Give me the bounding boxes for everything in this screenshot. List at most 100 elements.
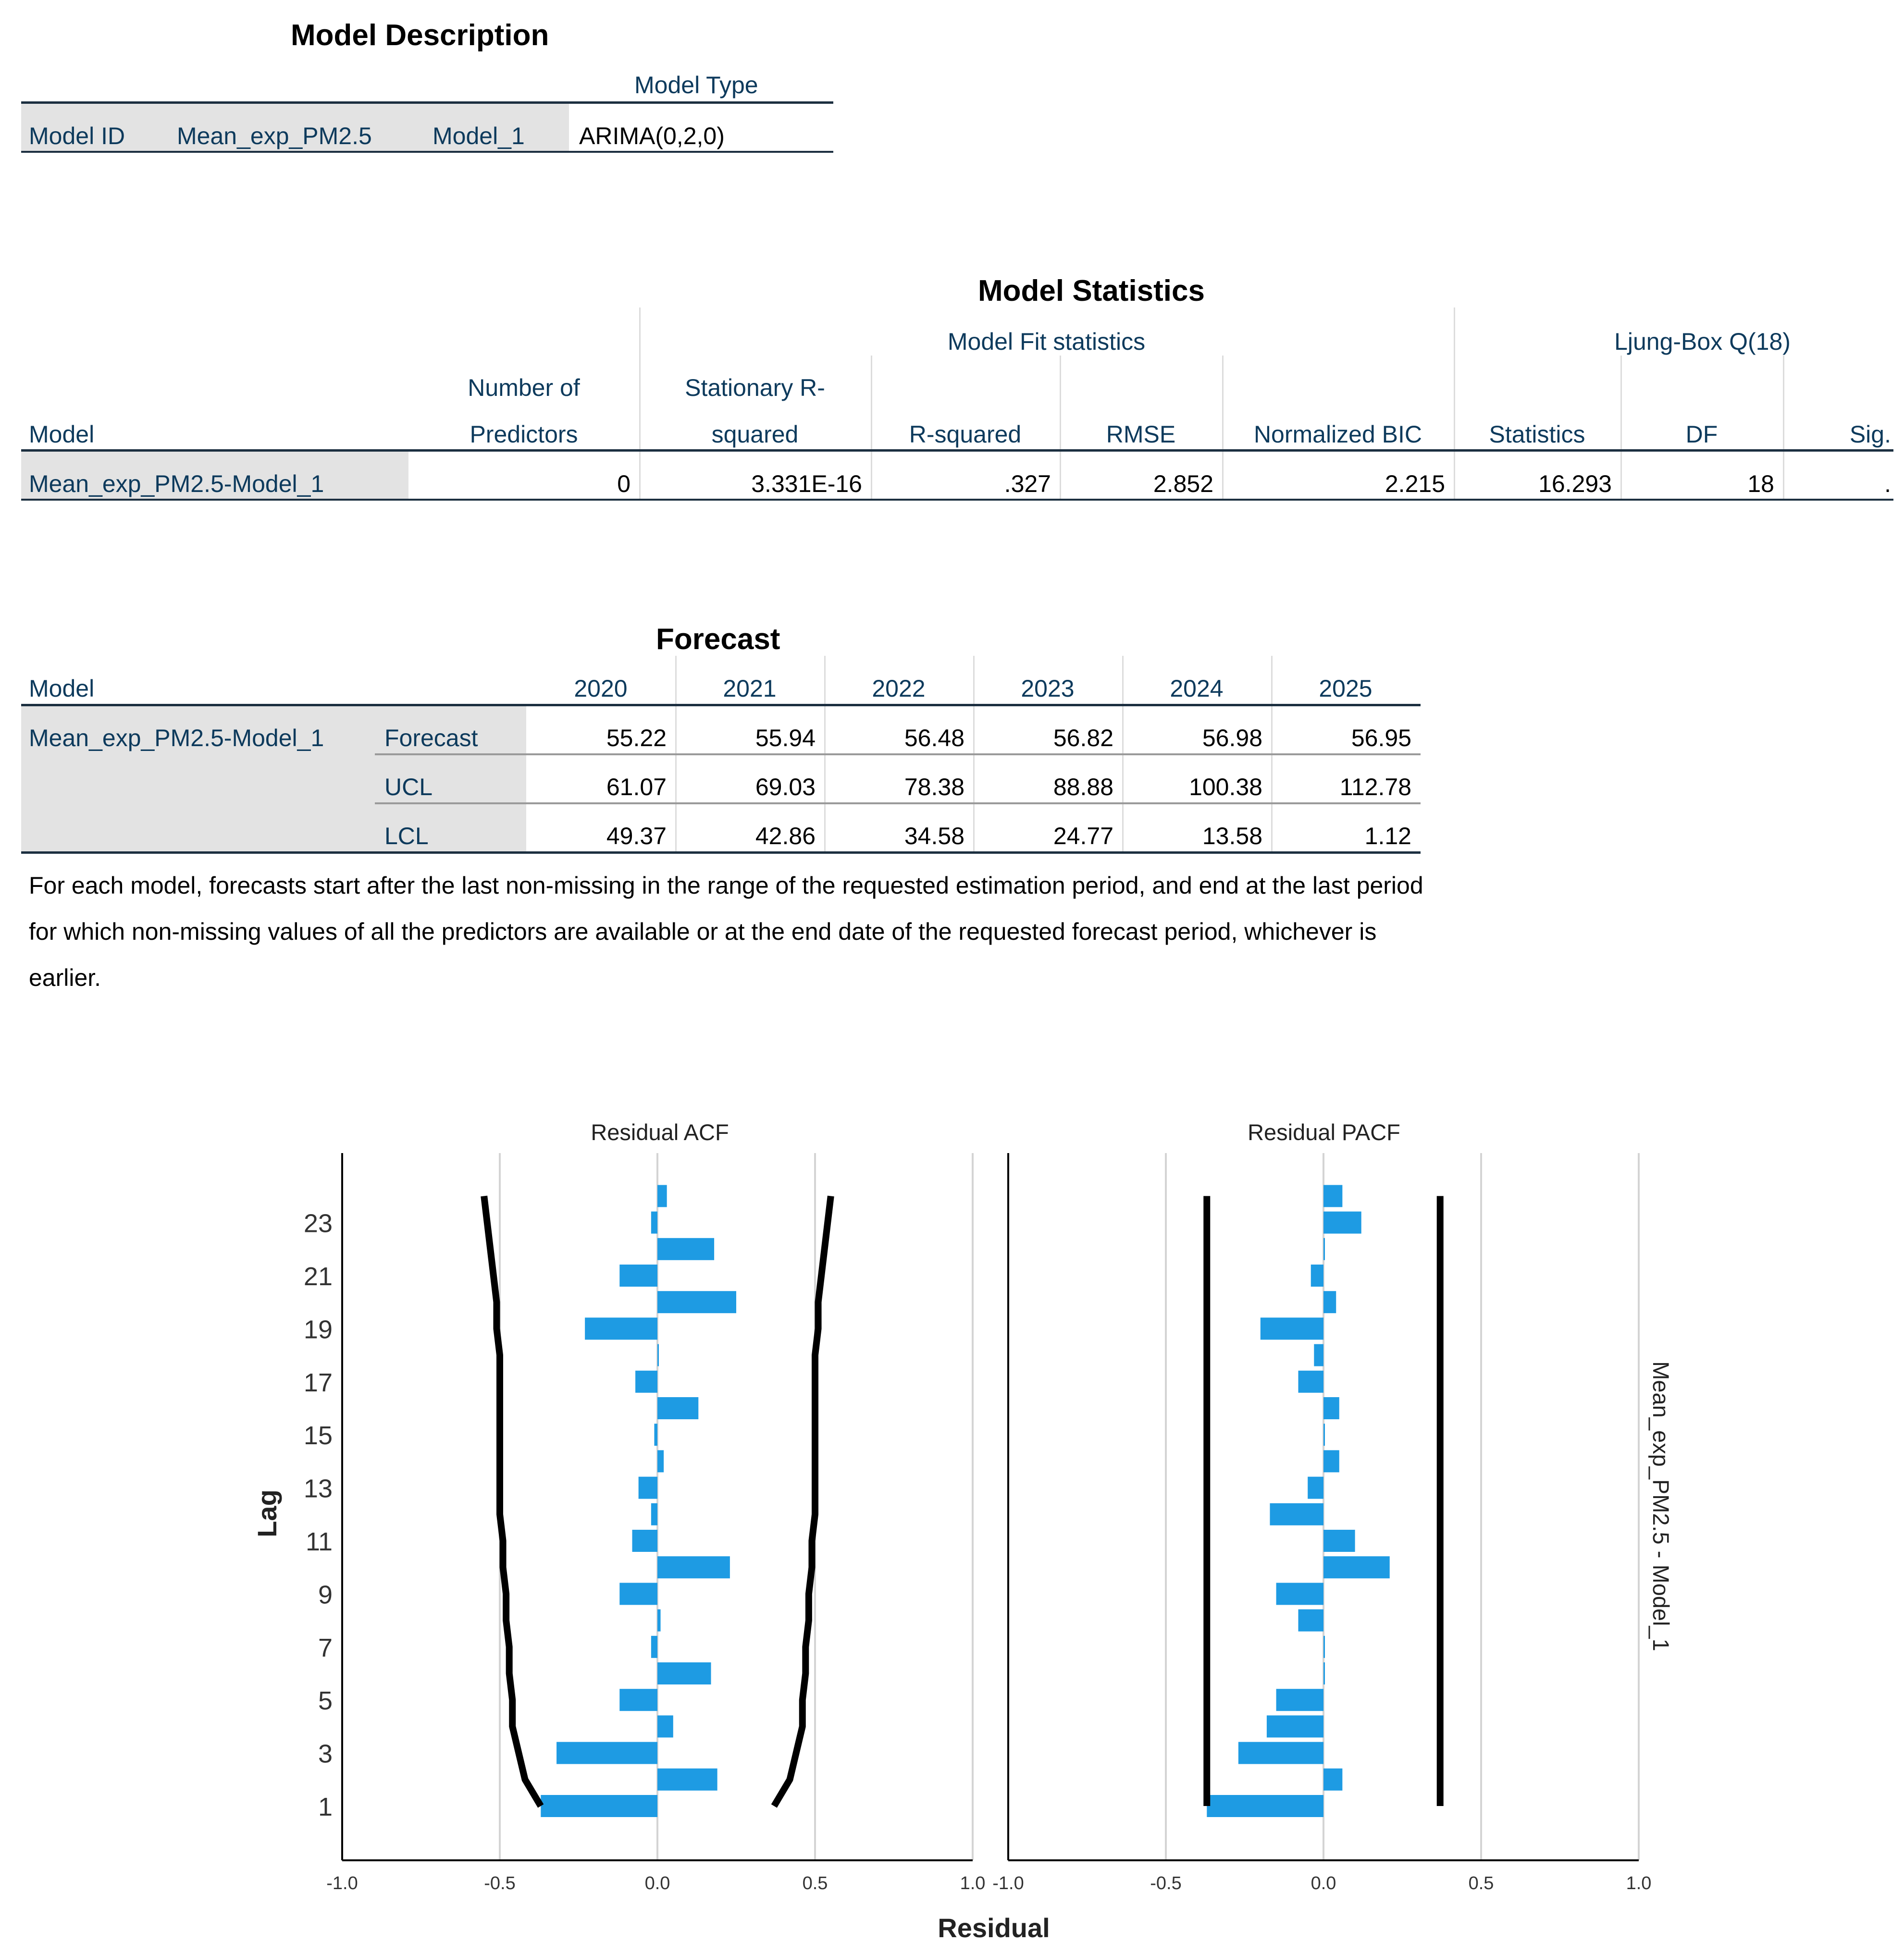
residual-bar [1314, 1344, 1323, 1366]
residual-bar [651, 1503, 657, 1525]
rmse-value: 2.852 [1153, 470, 1213, 497]
residual-bar [1323, 1424, 1325, 1446]
ucl-value: 61.07 [606, 774, 667, 800]
model-type-header: Model Type [634, 72, 758, 98]
residual-bar [1276, 1689, 1323, 1711]
residual-bar [1323, 1768, 1343, 1791]
x-tick-label: 1.0 [960, 1873, 986, 1893]
y-tick-label: 13 [304, 1475, 333, 1503]
y-axis-label: Lag [252, 1489, 282, 1537]
model-statistics-title: Model Statistics [978, 274, 1205, 307]
year-header: 2025 [1319, 675, 1372, 702]
lcl-value: 24.77 [1053, 823, 1113, 849]
stats-divider [1222, 356, 1224, 500]
y-tick-label: 3 [318, 1740, 333, 1769]
x-tick-label: -0.5 [1150, 1873, 1181, 1893]
ljung-sig-value: . [1884, 470, 1891, 497]
lcl-value: 42.86 [755, 823, 816, 849]
y-tick-label: 11 [306, 1527, 333, 1556]
residual-bar [635, 1370, 657, 1393]
stats-divider [1060, 356, 1061, 500]
ucl-value: 78.38 [904, 774, 964, 800]
model-id-label: Model ID [29, 123, 125, 149]
y-tick-label: 9 [318, 1580, 333, 1609]
ljung-box-group-header: Ljung-Box Q(18) [1614, 328, 1791, 355]
residual-bar [1270, 1503, 1323, 1525]
x-tick-label: -1.0 [992, 1873, 1024, 1893]
y-tick-label: 21 [304, 1262, 333, 1291]
residual-bar [585, 1317, 657, 1340]
year-header: 2021 [723, 675, 777, 702]
residual-bar [657, 1715, 673, 1738]
forecast-bottom-rule [21, 851, 1421, 854]
residual-bar [638, 1476, 657, 1499]
model-statistics-row-shade [21, 452, 408, 499]
residual-bar [1298, 1609, 1323, 1632]
acf-title: Residual ACF [591, 1119, 729, 1145]
residual-bar [651, 1635, 657, 1658]
residual-bar [1323, 1211, 1361, 1234]
forecast-row-separator [375, 802, 1421, 804]
forecast-value: 56.82 [1053, 725, 1113, 751]
residual-bar [1323, 1450, 1339, 1473]
x-tick-label: -0.5 [484, 1873, 515, 1893]
forecast-title: Forecast [656, 623, 780, 656]
model-description-bottom-rule [21, 151, 833, 153]
stats-divider [1454, 307, 1455, 500]
series-side-label: Mean_exp_PM2.5 - Model_1 [1648, 1361, 1674, 1651]
residual-bar [1207, 1795, 1323, 1817]
model-description-top-rule [21, 101, 833, 104]
residual-bar [1238, 1742, 1323, 1764]
residual-bar [556, 1742, 657, 1764]
residual-bar [657, 1238, 715, 1260]
residual-bar [1266, 1715, 1323, 1738]
pacf-title: Residual PACF [1248, 1119, 1400, 1145]
lcl-row-label: LCL [384, 823, 429, 849]
ucl-value: 69.03 [755, 774, 816, 800]
year-header: 2020 [574, 675, 628, 702]
forecast-value: 56.98 [1202, 725, 1262, 751]
model-fit-group-header: Model Fit statistics [947, 328, 1146, 355]
ucl-row-label: UCL [384, 774, 433, 800]
stats-divider [639, 307, 641, 500]
residual-bar [657, 1556, 730, 1579]
stats-model-name: Mean_exp_PM2.5-Model_1 [29, 470, 324, 497]
year-header: 2024 [1170, 675, 1224, 702]
residual-bar [657, 1662, 711, 1684]
x-tick-label: -1.0 [326, 1873, 358, 1893]
df-header: DF [1685, 421, 1718, 448]
y-tick-label: 15 [304, 1421, 333, 1450]
y-tick-label: 23 [304, 1209, 333, 1238]
residual-bar [657, 1291, 736, 1314]
model-header: Model [29, 421, 95, 448]
lcl-value: 1.12 [1364, 823, 1411, 849]
residual-bar [657, 1609, 661, 1632]
residual-bar [1323, 1185, 1343, 1207]
r-squared-header: R-squared [909, 421, 1022, 448]
stats-divider [1783, 356, 1784, 500]
residual-bar [657, 1185, 667, 1207]
forecast-row-separator [375, 753, 1421, 755]
model-description-row-shade [21, 104, 569, 151]
residual-bar [657, 1344, 659, 1366]
predictors-value: 0 [617, 470, 631, 497]
residual-bar [619, 1265, 657, 1287]
residual-bar [651, 1211, 657, 1234]
residual-bar [619, 1689, 657, 1711]
stationary-r2-header-line2: squared [711, 421, 799, 448]
y-tick-label: 19 [304, 1315, 333, 1344]
stationary-r2-value: 3.331E-16 [751, 470, 862, 497]
residual-bar [657, 1450, 664, 1473]
x-tick-label: 0.5 [1469, 1873, 1494, 1893]
residual-bar [1323, 1291, 1336, 1314]
residual-bar [1308, 1476, 1323, 1499]
forecast-value: 56.95 [1351, 725, 1411, 751]
residual-bar [541, 1795, 657, 1817]
lcl-value: 34.58 [904, 823, 964, 849]
stationary-r2-header-line1: Stationary R- [685, 374, 825, 401]
lcl-value: 49.37 [606, 823, 667, 849]
residual-bar [1323, 1556, 1390, 1579]
year-header: 2022 [872, 675, 926, 702]
residual-bar [657, 1397, 699, 1419]
model-statistics-header-rule [21, 449, 1893, 452]
